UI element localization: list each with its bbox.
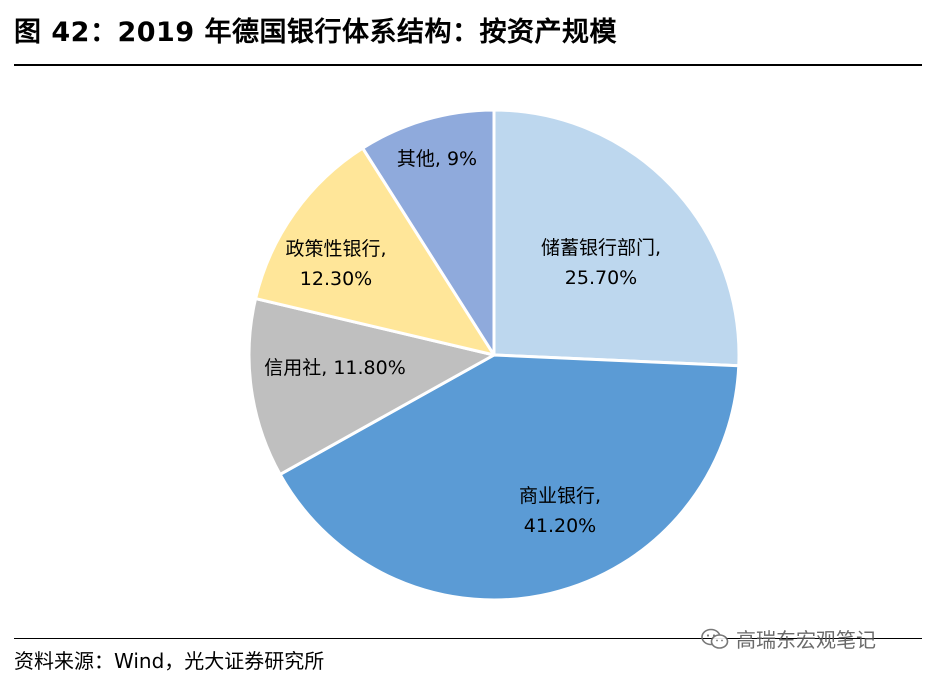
pie-slice-5 xyxy=(361,108,496,357)
pie-slice-4 xyxy=(254,146,496,357)
pie-slice-2 xyxy=(278,353,741,602)
slice-label-5: 其他, 9% xyxy=(397,148,477,170)
slice-label-1: 储蓄银行部门, 25.70% xyxy=(541,237,661,289)
pie-slices xyxy=(247,108,741,602)
slice-label-3: 信用社, 11.80% xyxy=(264,357,406,379)
slice-label-4: 政策性银行, 12.30% xyxy=(285,238,386,290)
pie-slice-3 xyxy=(247,297,496,476)
pie-labels: 储蓄银行部门, 25.70% 商业银行, 41.20% 信用社, 11.80% 政策性银行… xyxy=(264,148,661,537)
slice-label-2: 商业银行, 41.20% xyxy=(519,485,601,537)
watermark: 高瑞东宏观笔记 xyxy=(700,624,876,653)
source-note: 资料来源：Wind，光大证券研究所 xyxy=(14,649,325,673)
page-title: 图 42：2019 年德国银行体系结构：按资产规模 xyxy=(14,17,618,48)
title-divider xyxy=(14,64,922,66)
footer-divider xyxy=(14,638,922,639)
watermark-text: 高瑞东宏观笔记 xyxy=(736,628,876,652)
wechat-icon xyxy=(701,628,729,649)
pie-slice-1 xyxy=(492,108,741,368)
